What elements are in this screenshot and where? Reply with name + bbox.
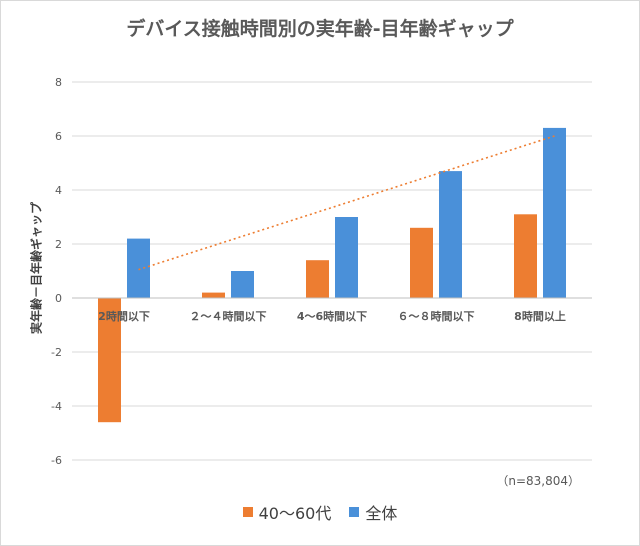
bar-series-2 <box>127 238 150 298</box>
bar-series-1 <box>98 298 121 423</box>
legend-swatch-series-2 <box>349 507 360 517</box>
bar-series-1 <box>306 260 329 298</box>
x-tick-label: 8時間以上 <box>514 309 566 323</box>
bar-series-2 <box>231 271 254 298</box>
y-tick-label: -4 <box>51 400 62 413</box>
legend-item-series-2: 全体 <box>349 500 397 524</box>
legend-swatch-series-1 <box>242 507 253 517</box>
bar-series-2 <box>335 217 358 298</box>
legend-label-series-1: 40～60代 <box>258 504 332 523</box>
bar-series-2 <box>439 171 462 298</box>
bar-series-1 <box>410 227 433 298</box>
sample-size-note: （n=83,804） <box>496 474 580 488</box>
y-tick-label: 2 <box>55 238 62 251</box>
y-tick-label: 8 <box>55 76 62 89</box>
legend-item-series-1: 40～60代 <box>242 500 332 524</box>
bar-series-2 <box>543 127 566 299</box>
chart-title: デバイス接触時間別の実年齢-目年齢ギャップ <box>126 18 514 40</box>
bar-series-1 <box>514 214 537 298</box>
y-tick-label: 6 <box>55 130 62 143</box>
x-tick-label: ２～４時間以下 <box>190 309 267 323</box>
y-tick-label: -2 <box>51 346 62 359</box>
legend: 40～60代 全体 <box>0 500 640 524</box>
x-tick-label: 2時間以下 <box>98 309 150 323</box>
x-tick-label: ６～８時間以下 <box>398 309 475 323</box>
y-tick-label: 0 <box>55 292 62 305</box>
y-tick-label: -6 <box>51 454 62 467</box>
y-axis-title: 実年齢－目年齢ギャップ <box>29 201 44 335</box>
x-tick-label: 4～6時間以下 <box>297 309 367 323</box>
legend-label-series-2: 全体 <box>365 504 398 523</box>
bar-series-1 <box>202 292 225 298</box>
y-tick-label: 4 <box>55 184 62 197</box>
